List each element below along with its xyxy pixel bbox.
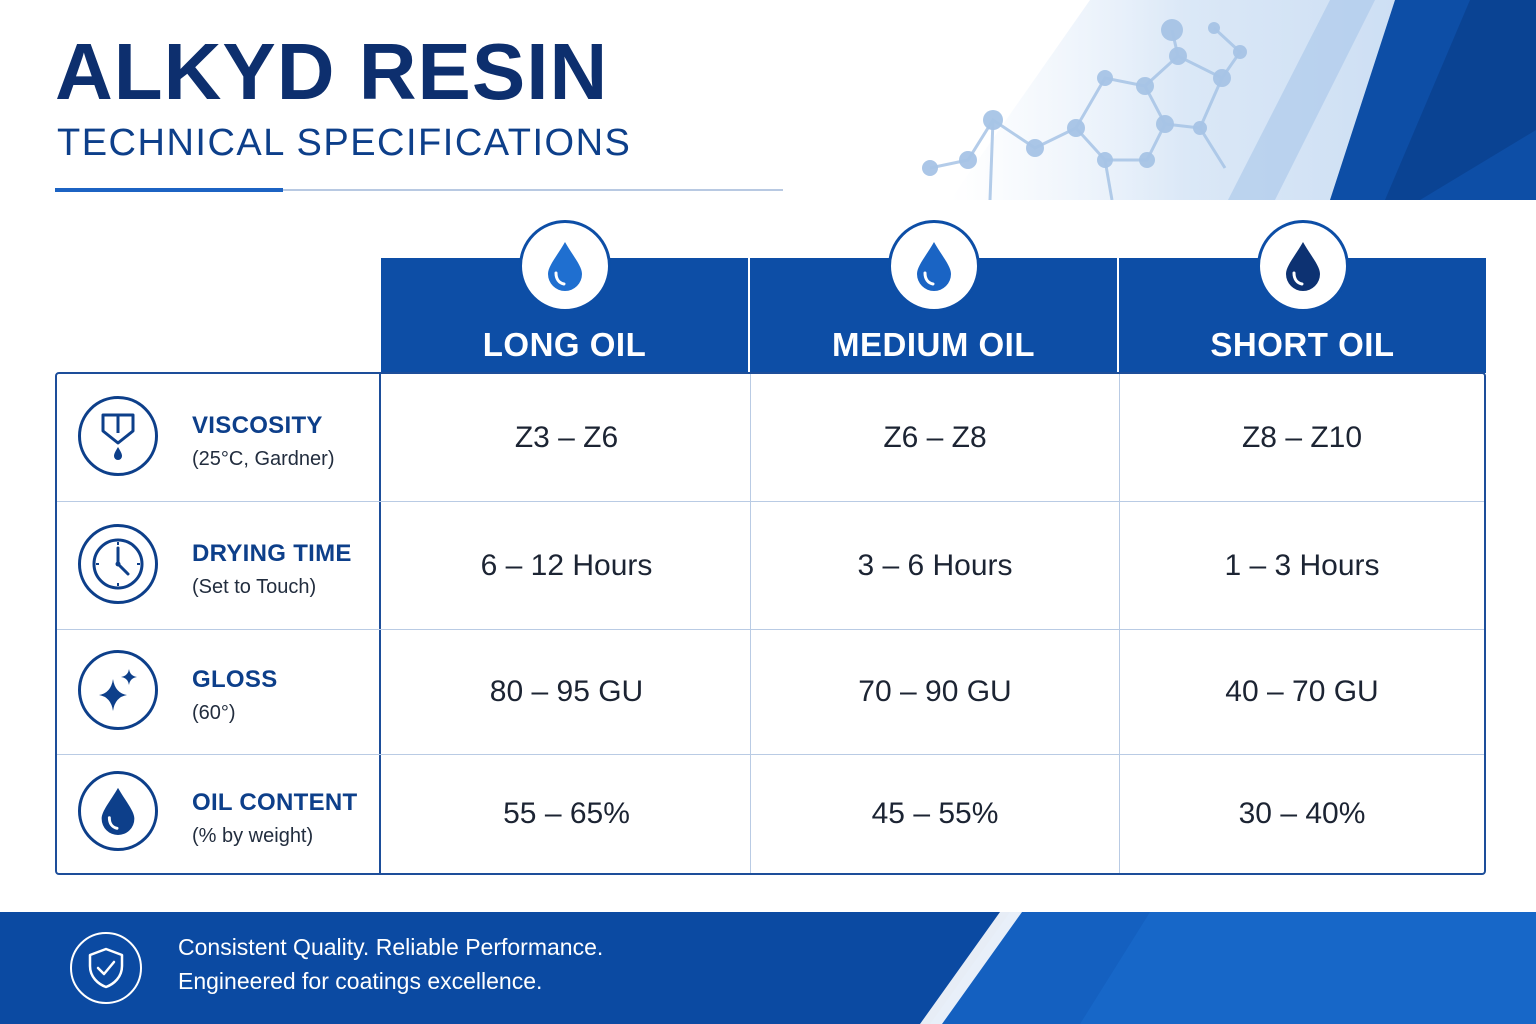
row-subtitle: (60°) xyxy=(192,702,236,724)
page-title: ALKYD RESIN xyxy=(55,27,609,116)
value-cell: 45 – 55% xyxy=(871,797,999,830)
value-cell: 55 – 65% xyxy=(503,797,630,830)
row-title: DRYING TIME xyxy=(192,540,352,567)
sparkle-icon xyxy=(78,650,158,730)
spec-grid: VISCOSITY (25°C, Gardner) Z3 – Z6 Z6 – Z… xyxy=(55,372,1486,875)
shield-check-icon xyxy=(70,932,142,1004)
title-rule xyxy=(283,189,783,191)
value-cell: 80 – 95 GU xyxy=(489,675,644,708)
footer-tagline-secondary: Engineered for coatings excellence. xyxy=(178,968,543,994)
value-cell: Z6 – Z8 xyxy=(883,420,987,454)
column-label: SHORT OIL xyxy=(1210,326,1395,363)
page-subtitle: TECHNICAL SPECIFICATIONS xyxy=(57,122,632,164)
column-divider xyxy=(750,374,751,873)
header-decoration xyxy=(922,0,1536,200)
column-divider xyxy=(1119,374,1120,873)
title-underline xyxy=(55,188,283,192)
row-subtitle: (Set to Touch) xyxy=(192,576,317,598)
row-label-cell: VISCOSITY (25°C, Gardner) xyxy=(57,374,381,501)
value-cell: Z8 – Z10 xyxy=(1241,420,1363,454)
footer-tagline: Consistent Quality. Reliable Performance… xyxy=(178,934,604,960)
value-cell: 1 – 3 Hours xyxy=(1224,548,1380,582)
table-row-drying-time: DRYING TIME (Set to Touch) 6 – 12 Hours … xyxy=(57,502,1484,630)
column-label: MEDIUM OIL xyxy=(832,326,1035,363)
footer: Consistent Quality. Reliable Performance… xyxy=(0,912,1536,1024)
clock-icon xyxy=(78,524,158,604)
value-cell: 6 – 12 Hours xyxy=(480,548,653,582)
row-label-cell: GLOSS (60°) xyxy=(57,630,381,754)
value-cell: 30 – 40% xyxy=(1238,797,1366,830)
row-label-cell: DRYING TIME (Set to Touch) xyxy=(57,502,381,629)
row-title: VISCOSITY xyxy=(192,412,323,439)
row-title: OIL CONTENT xyxy=(192,789,358,816)
value-cell: 70 – 90 GU xyxy=(858,675,1012,708)
row-title: GLOSS xyxy=(192,666,278,693)
table-row-oil-content: OIL CONTENT (% by weight) 55 – 65% 45 – … xyxy=(57,755,1484,873)
row-subtitle: (% by weight) xyxy=(192,825,314,847)
spec-table: LONG OIL MEDIUM OIL SHORT OIL xyxy=(55,220,1486,876)
footer-decoration xyxy=(920,912,1536,1024)
light-droplet-icon xyxy=(519,220,611,312)
row-subtitle: (25°C, Gardner) xyxy=(192,448,335,470)
medium-droplet-icon xyxy=(888,220,980,312)
value-cell: 40 – 70 GU xyxy=(1225,675,1379,708)
value-cell: 3 – 6 Hours xyxy=(857,548,1013,582)
row-label-cell: OIL CONTENT (% by weight) xyxy=(57,755,381,873)
viscosity-cup-icon xyxy=(78,396,158,476)
droplet-icon xyxy=(78,771,158,851)
value-cell: Z3 – Z6 xyxy=(514,420,619,454)
header: ALKYD RESIN TECHNICAL SPECIFICATIONS xyxy=(0,0,1536,200)
column-label: LONG OIL xyxy=(482,326,647,363)
table-row-viscosity: VISCOSITY (25°C, Gardner) Z3 – Z6 Z6 – Z… xyxy=(57,374,1484,502)
table-row-gloss: GLOSS (60°) 80 – 95 GU 70 – 90 GU 40 – 7… xyxy=(57,630,1484,755)
dark-droplet-icon xyxy=(1257,220,1349,312)
